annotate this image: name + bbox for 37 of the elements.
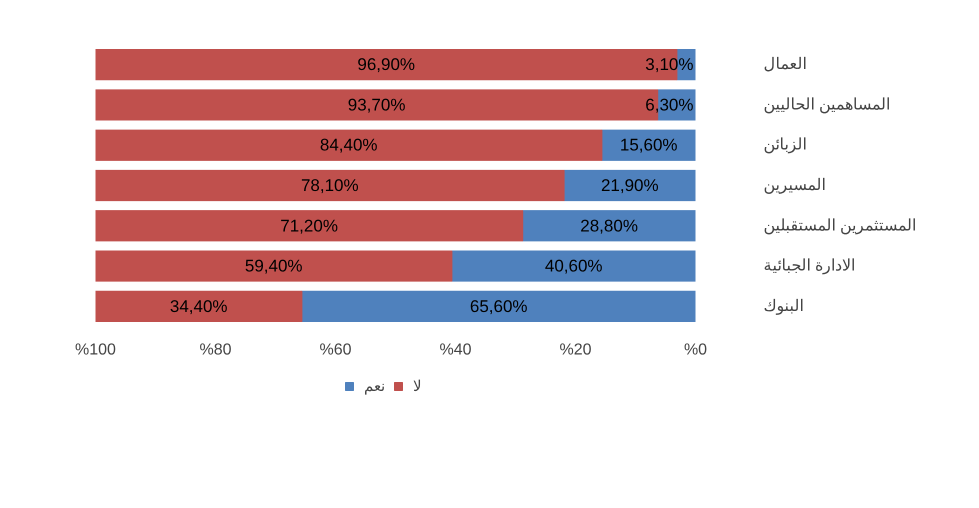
legend-label: لا [413,377,423,395]
y-tick-label: الادارة الجبائية [764,258,855,275]
y-tick-label: المساهمين الحاليين [764,96,890,114]
y-tick-label: المسيرين [764,177,826,194]
data-label: 34,40% [170,296,228,316]
x-tick-label: %40 [439,342,472,358]
bar [96,250,452,282]
data-label: 21,90% [600,176,659,195]
bar [96,210,524,242]
y-tick-label: العمال [764,56,806,74]
x-tick-label: %20 [559,342,592,358]
legend-label: نعم [364,377,385,395]
x-tick-label: %0 [684,342,708,358]
bar [301,290,696,322]
x-tick-label: %60 [319,342,352,358]
data-label: 59,40% [244,256,303,276]
bar [522,210,696,242]
y-tick-label: المستثمرين المستقبلين [764,217,916,234]
x-tick-label: %100 [75,342,116,358]
data-label: 15,60% [620,136,678,155]
data-label: 28,80% [580,216,638,236]
x-tick-label: %80 [199,342,232,358]
data-label: 40,60% [544,256,603,276]
bar [601,130,696,161]
y-tick-label: الزبائن [764,136,806,154]
data-label: 96,90% [357,55,416,74]
data-label: 71,20% [280,216,338,236]
bar [96,290,302,322]
data-label: 78,10% [300,176,359,195]
data-label: 84,40% [320,136,378,155]
y-tick-label: البنوك [764,298,804,315]
data-label: 93,70% [348,95,406,114]
bar [451,250,696,282]
bar [96,130,602,161]
bar [564,170,696,202]
data-label: 65,60% [470,296,528,316]
bar [96,170,565,202]
